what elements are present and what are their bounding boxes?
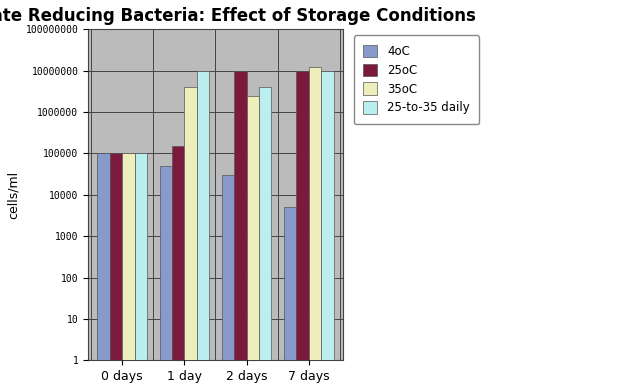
- Bar: [197, 71, 209, 390]
- Bar: [97, 153, 110, 390]
- Bar: [234, 71, 247, 390]
- Bar: [309, 67, 321, 390]
- Bar: [184, 87, 197, 390]
- Bar: [122, 153, 135, 390]
- Bar: [110, 153, 122, 390]
- Bar: [172, 146, 184, 390]
- Bar: [296, 71, 309, 390]
- Bar: [222, 175, 234, 390]
- Bar: [247, 96, 259, 390]
- Bar: [259, 87, 271, 390]
- Bar: [160, 166, 172, 390]
- Bar: [284, 207, 296, 390]
- Bar: [135, 153, 147, 390]
- Bar: [321, 71, 333, 390]
- Title: Sulfate Reducing Bacteria: Effect of Storage Conditions: Sulfate Reducing Bacteria: Effect of Sto…: [0, 7, 476, 25]
- Y-axis label: cells/ml: cells/ml: [7, 171, 20, 219]
- Legend: 4oC, 25oC, 35oC, 25-to-35 daily: 4oC, 25oC, 35oC, 25-to-35 daily: [354, 35, 479, 124]
